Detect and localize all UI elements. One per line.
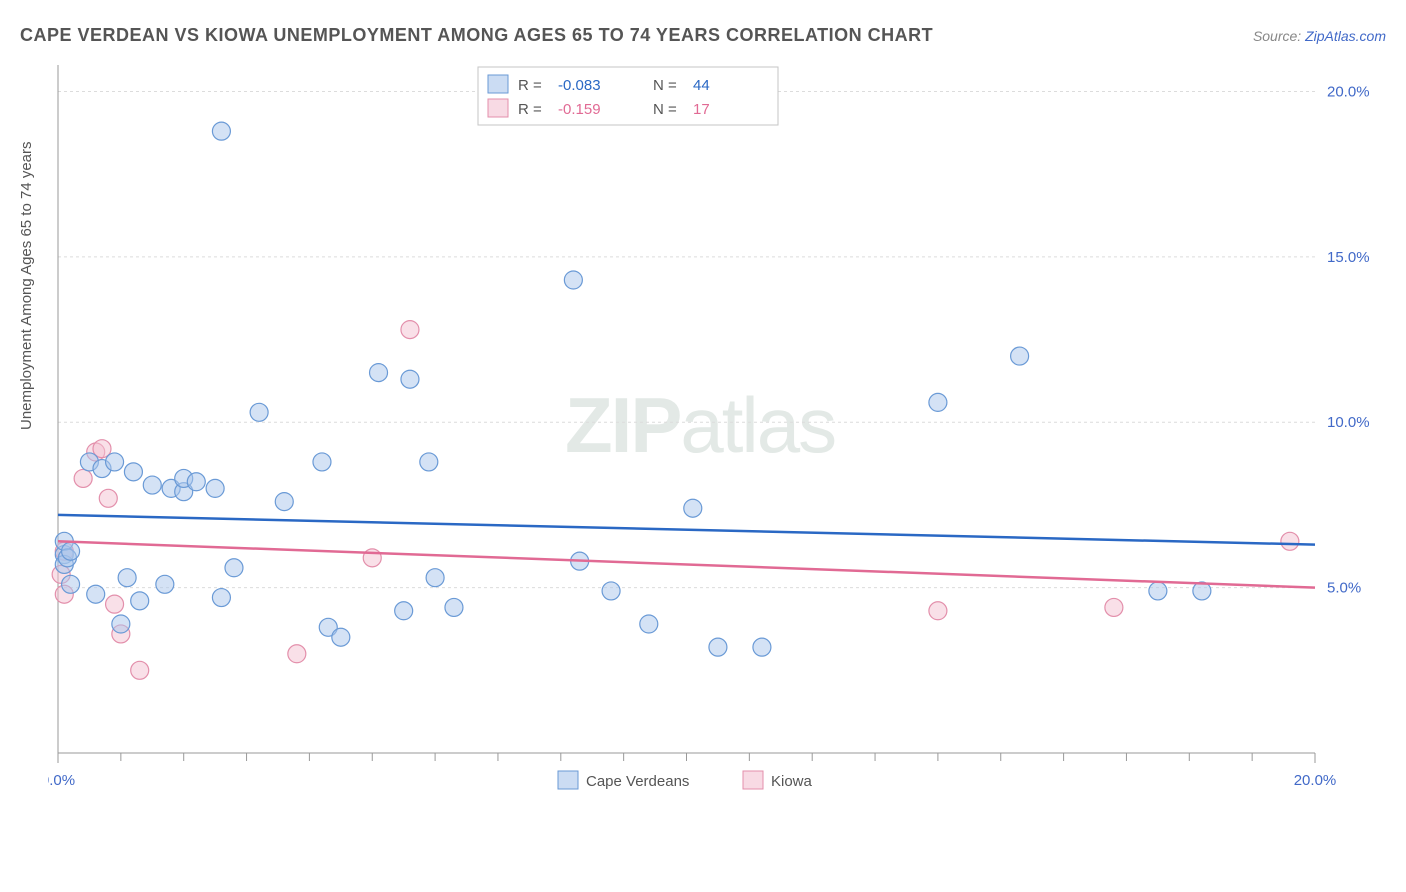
legend-series-label: Cape Verdeans (586, 773, 689, 790)
data-point (106, 595, 124, 613)
data-point (1149, 582, 1167, 600)
legend-r-label: R = (518, 101, 542, 118)
data-point (131, 592, 149, 610)
scatter-chart: 5.0% 10.0% 15.0% 20.0% 0.0% 20.0% R = -0.083 N =… (48, 55, 1383, 815)
data-point (313, 453, 331, 471)
data-point (445, 598, 463, 616)
trend-line (58, 515, 1315, 545)
data-point (212, 589, 230, 607)
legend-n-value: 17 (693, 101, 710, 118)
chart-svg: 5.0% 10.0% 15.0% 20.0% 0.0% 20.0% R = -0.083 N =… (48, 55, 1383, 815)
legend-n-label: N = (653, 77, 677, 94)
x-tick-label: 20.0% (1294, 772, 1337, 789)
data-point (426, 569, 444, 587)
data-point (602, 582, 620, 600)
data-point (332, 628, 350, 646)
y-tick-label: 15.0% (1327, 249, 1370, 266)
data-point (118, 569, 136, 587)
data-point (370, 364, 388, 382)
data-point (401, 370, 419, 388)
data-point (112, 615, 130, 633)
legend-n-label: N = (653, 101, 677, 118)
data-point (929, 393, 947, 411)
data-point (187, 473, 205, 491)
legend-series-label: Kiowa (771, 773, 813, 790)
data-point (87, 585, 105, 603)
legend-r-label: R = (518, 77, 542, 94)
data-point (74, 469, 92, 487)
data-point (131, 661, 149, 679)
data-point (288, 645, 306, 663)
data-point (106, 453, 124, 471)
data-point (1281, 532, 1299, 550)
y-tick-label: 10.0% (1327, 414, 1370, 431)
data-point (395, 602, 413, 620)
y-tick-label: 20.0% (1327, 83, 1370, 100)
data-point (143, 476, 161, 494)
legend-n-value: 44 (693, 77, 710, 94)
data-point (640, 615, 658, 633)
data-point (124, 463, 142, 481)
chart-header: CAPE VERDEAN VS KIOWA UNEMPLOYMENT AMONG… (20, 25, 1386, 46)
source-link[interactable]: ZipAtlas.com (1305, 28, 1386, 44)
data-point (62, 542, 80, 560)
data-point (709, 638, 727, 656)
data-point (62, 575, 80, 593)
legend-r-value: -0.159 (558, 101, 601, 118)
data-point (206, 479, 224, 497)
data-point (99, 489, 117, 507)
legend-swatch (558, 771, 578, 789)
data-point (275, 493, 293, 511)
data-point (1011, 347, 1029, 365)
data-point (684, 499, 702, 517)
legend-swatch (488, 99, 508, 117)
trend-line (58, 541, 1315, 587)
data-point (1105, 598, 1123, 616)
chart-title: CAPE VERDEAN VS KIOWA UNEMPLOYMENT AMONG… (20, 25, 933, 46)
data-point (401, 321, 419, 339)
data-point (929, 602, 947, 620)
legend-swatch (488, 75, 508, 93)
data-point (212, 122, 230, 140)
source-label: Source: ZipAtlas.com (1253, 28, 1386, 44)
data-point (420, 453, 438, 471)
data-point (753, 638, 771, 656)
x-tick-label: 0.0% (48, 772, 75, 789)
data-point (225, 559, 243, 577)
data-point (250, 403, 268, 421)
data-point (156, 575, 174, 593)
legend-swatch (743, 771, 763, 789)
data-point (564, 271, 582, 289)
y-tick-label: 5.0% (1327, 580, 1361, 597)
y-axis-label: Unemployment Among Ages 65 to 74 years (18, 141, 35, 430)
legend-r-value: -0.083 (558, 77, 601, 94)
